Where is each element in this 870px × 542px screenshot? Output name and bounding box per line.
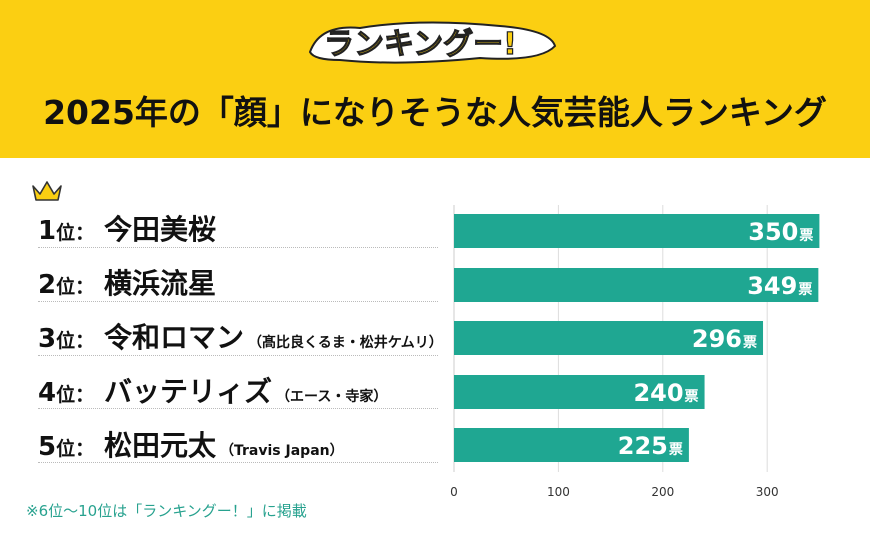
bar-value-label-1: 350票: [748, 218, 813, 246]
artist-name: 今田美桜: [104, 213, 217, 246]
bar-5: [454, 428, 689, 462]
artist-sub: （エース・寺家）: [276, 389, 388, 405]
row-divider: [38, 247, 438, 248]
bar-3: [454, 321, 764, 355]
rank-row-3: 3位： 令和ロマン （髙比良くるま・松井ケムリ）: [38, 316, 443, 354]
rank-row-1: 1位： 今田美桜: [38, 208, 220, 246]
x-tick-label-3: 300: [756, 485, 779, 499]
bar-value-label-5: 225票: [618, 432, 683, 460]
bar-value-label-3: 296票: [692, 325, 757, 353]
x-tick-label-2: 200: [651, 485, 674, 499]
bar-1: [454, 214, 820, 248]
crown-icon: [32, 181, 62, 201]
rank-number: 5位：: [38, 432, 95, 462]
rank-number: 3位：: [38, 324, 95, 354]
row-divider: [38, 408, 438, 409]
bar-value-label-2: 349票: [747, 272, 812, 300]
artist-name: バッテリィズ: [104, 375, 273, 408]
logo: ランキングー!: [308, 21, 557, 64]
rank-number: 1位：: [38, 216, 95, 246]
rank-row-2: 2位： 横浜流星: [38, 262, 220, 300]
rank-number: 4位：: [38, 378, 95, 408]
footnote: ※6位〜10位は「ランキングー！」に掲載: [26, 502, 307, 520]
header-banner: ランキングー! 2025年の「顔」になりそうな人気芸能人ランキング: [0, 0, 870, 158]
artist-name: 令和ロマン: [104, 321, 245, 354]
row-divider: [38, 301, 438, 302]
artist-name: 横浜流星: [104, 267, 217, 300]
artist-name: 松田元太: [104, 429, 217, 462]
rank-row-4: 4位： バッテリィズ （エース・寺家）: [38, 370, 387, 408]
x-tick-label-0: 0: [450, 485, 458, 499]
bar-4: [454, 375, 705, 409]
row-divider: [38, 462, 438, 463]
artist-sub: （髙比良くるま・松井ケムリ）: [248, 335, 443, 351]
artist-sub: （Travis Japan）: [220, 443, 344, 459]
page-title: 2025年の「顔」になりそうな人気芸能人ランキング: [43, 93, 827, 132]
x-tick-label-1: 100: [547, 485, 570, 499]
logo-text: ランキングー!: [324, 27, 517, 62]
bar-value-label-4: 240票: [633, 379, 698, 407]
row-divider: [38, 355, 438, 356]
rank-number: 2位：: [38, 270, 95, 300]
rank-row-5: 5位： 松田元太 （Travis Japan）: [38, 424, 344, 462]
bar-2: [454, 268, 819, 302]
